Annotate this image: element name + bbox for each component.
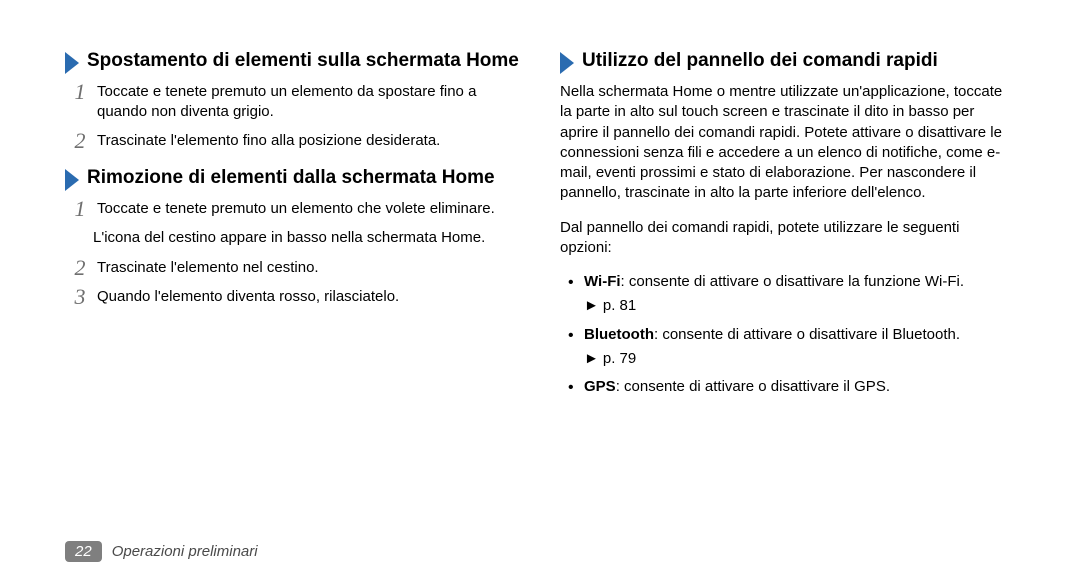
section-heading-remove: Rimozione di elementi dalla schermata Ho… <box>65 167 520 191</box>
ref-text: p. 79 <box>603 350 636 367</box>
step-text: Toccate e tenete premuto un elemento da … <box>97 83 476 120</box>
step-number: 3 <box>69 283 91 312</box>
section-title: Utilizzo del pannello dei comandi rapidi <box>582 50 938 73</box>
option-name: Bluetooth <box>584 326 654 343</box>
page-footer: 22 Operazioni preliminari <box>65 541 258 562</box>
option-desc: : consente di attivare o disattivare la … <box>621 273 965 290</box>
move-steps: 1 Toccate e tenete premuto un elemento d… <box>65 82 520 151</box>
options-list: Wi-Fi: consente di attivare o disattivar… <box>560 272 1015 397</box>
remove-steps: 1 Toccate e tenete premuto un elemento c… <box>65 199 520 219</box>
option-name: GPS <box>584 378 616 395</box>
section-title: Spostamento di elementi sulla schermata … <box>87 50 519 73</box>
chevron-right-icon <box>560 52 574 74</box>
section-heading-panel: Utilizzo del pannello dei comandi rapidi <box>560 50 1015 74</box>
chevron-right-icon <box>65 52 79 74</box>
chevron-right-icon <box>65 169 79 191</box>
list-item: 1 Toccate e tenete premuto un elemento d… <box>69 82 520 121</box>
list-item: 3 Quando l'elemento diventa rosso, rilas… <box>69 287 520 307</box>
page-number-badge: 22 <box>65 541 102 562</box>
left-column: Spostamento di elementi sulla schermata … <box>65 50 520 401</box>
right-column: Utilizzo del pannello dei comandi rapidi… <box>560 50 1015 401</box>
page-reference: ►p. 79 <box>564 349 1015 369</box>
step-number: 1 <box>69 195 91 224</box>
step-number: 2 <box>69 127 91 156</box>
footer-section-name: Operazioni preliminari <box>112 543 258 560</box>
list-item: GPS: consente di attivare o disattivare … <box>564 377 1015 397</box>
step-text: Quando l'elemento diventa rosso, rilasci… <box>97 288 399 305</box>
step-text: Trascinate l'elemento nel cestino. <box>97 259 319 276</box>
ref-text: p. 81 <box>603 297 636 314</box>
list-item: 2 Trascinate l'elemento nel cestino. <box>69 258 520 278</box>
step-number: 2 <box>69 254 91 283</box>
step-text: Toccate e tenete premuto un elemento che… <box>97 200 495 217</box>
step-sub-text: L'icona del cestino appare in basso nell… <box>65 228 520 248</box>
step-text: Trascinate l'elemento fino alla posizion… <box>97 132 440 149</box>
triangle-right-icon: ► <box>584 349 599 369</box>
list-item: Bluetooth: consente di attivare o disatt… <box>564 325 1015 345</box>
triangle-right-icon: ► <box>584 296 599 316</box>
option-name: Wi-Fi <box>584 273 621 290</box>
remove-steps-cont: 2 Trascinate l'elemento nel cestino. 3 Q… <box>65 258 520 307</box>
list-item: 1 Toccate e tenete premuto un elemento c… <box>69 199 520 219</box>
paragraph: Nella schermata Home o mentre utilizzate… <box>560 82 1015 204</box>
section-heading-move: Spostamento di elementi sulla schermata … <box>65 50 520 74</box>
list-item: 2 Trascinate l'elemento fino alla posizi… <box>69 131 520 151</box>
step-number: 1 <box>69 78 91 107</box>
list-item: Wi-Fi: consente di attivare o disattivar… <box>564 272 1015 292</box>
option-desc: : consente di attivare o disattivare il … <box>654 326 960 343</box>
content-columns: Spostamento di elementi sulla schermata … <box>65 50 1015 401</box>
option-desc: : consente di attivare o disattivare il … <box>616 378 890 395</box>
page-reference: ►p. 81 <box>564 296 1015 316</box>
section-title: Rimozione di elementi dalla schermata Ho… <box>87 167 495 190</box>
paragraph: Dal pannello dei comandi rapidi, potete … <box>560 218 1015 259</box>
